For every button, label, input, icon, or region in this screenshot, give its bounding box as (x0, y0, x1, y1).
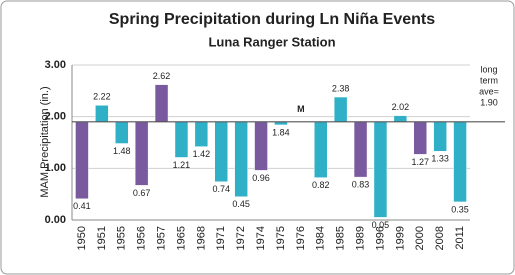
x-tick-label: 1975 (275, 226, 287, 250)
bar (95, 105, 109, 123)
x-tick-label: 2008 (434, 226, 446, 250)
x-tick-label: 1950 (76, 226, 88, 250)
x-tick-label: 2011 (454, 226, 466, 250)
value-label: 1.48 (113, 146, 131, 156)
bar (254, 121, 268, 171)
value-label: 1.84 (272, 127, 290, 137)
bar (134, 121, 149, 186)
value-label: 2.02 (392, 102, 410, 112)
bar (333, 96, 348, 123)
x-tick-label: 1985 (335, 226, 347, 250)
x-tick-label: 1968 (195, 226, 207, 250)
bar (393, 115, 408, 123)
bar (214, 121, 228, 183)
y-tick-label: 0.00 (45, 214, 66, 226)
value-label: 0.41 (73, 201, 91, 211)
x-tick-label: 1976 (295, 226, 307, 250)
value-label: 1.21 (173, 160, 191, 170)
value-label: 0.45 (232, 199, 250, 209)
x-tick-label: 1984 (315, 226, 327, 250)
y-tick-label: 2.00 (45, 111, 66, 123)
y-tick-label: 3.00 (45, 59, 66, 71)
bar (353, 121, 368, 178)
value-label: M (297, 104, 305, 114)
x-tick-label: 1972 (235, 226, 247, 250)
x-tick-label: 1955 (116, 226, 128, 250)
baseline-label: long (480, 64, 497, 74)
bar (433, 121, 447, 152)
x-tick-label: 1965 (175, 226, 187, 250)
value-label: 0.83 (352, 179, 370, 189)
value-label: 1.42 (193, 149, 211, 159)
bar (115, 121, 129, 144)
value-label: 0.05 (372, 220, 390, 230)
x-tick-label: 1974 (255, 226, 267, 250)
chart-subtitle: Luna Ranger Station (208, 34, 335, 49)
x-tick-label: 1989 (354, 226, 366, 250)
value-label: 0.74 (212, 184, 230, 194)
bar (234, 121, 248, 197)
bar (154, 84, 169, 123)
value-label: 2.62 (153, 71, 171, 81)
bar (174, 121, 189, 158)
x-tick-label: 1971 (215, 226, 227, 250)
value-label: 1.33 (431, 154, 449, 164)
y-axis-label: MAM Precipitation (in.) (39, 86, 51, 197)
bar (453, 121, 467, 203)
baseline-value: 1.90 (480, 97, 498, 107)
x-tick-label: 1996 (374, 226, 386, 250)
y-tick-label: 1.00 (45, 162, 66, 174)
value-label: 0.67 (133, 188, 151, 198)
value-label: 0.35 (451, 204, 469, 214)
x-tick-label: 1951 (96, 226, 108, 250)
x-tick-label: 1999 (394, 226, 406, 250)
bar (75, 121, 89, 200)
value-label: 0.82 (312, 180, 330, 190)
chart-title: Spring Precipitation during Ln Niña Even… (109, 11, 435, 28)
x-tick-label: 1956 (136, 226, 148, 250)
value-label: 2.22 (93, 92, 111, 102)
bar (194, 121, 209, 147)
value-label: 1.27 (411, 157, 429, 167)
bar (314, 121, 328, 178)
x-tick-label: 2000 (414, 226, 426, 250)
bar (373, 121, 388, 218)
value-label: 2.38 (332, 83, 350, 93)
value-label: 0.96 (252, 173, 270, 183)
baseline-label: term (480, 75, 498, 85)
baseline-label: ave= (479, 86, 499, 96)
bar (413, 121, 427, 155)
x-tick-label: 1957 (155, 226, 167, 250)
